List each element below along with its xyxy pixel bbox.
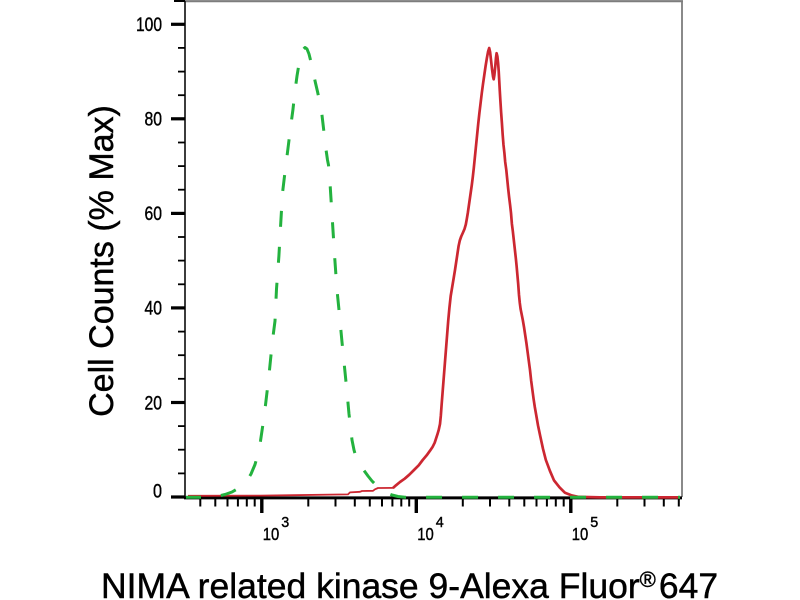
svg-text:80: 80: [145, 110, 163, 131]
svg-text:0: 0: [153, 481, 162, 502]
svg-text:3: 3: [281, 514, 289, 531]
svg-text:4: 4: [436, 514, 444, 531]
svg-text:NIMA related kinase 9-Alexa Fl: NIMA related kinase 9-Alexa Fluor®647: [101, 566, 718, 600]
svg-text:60: 60: [145, 204, 163, 225]
svg-text:40: 40: [145, 299, 163, 320]
svg-text:5: 5: [590, 514, 598, 531]
svg-text:100: 100: [136, 15, 162, 36]
svg-text:Cell Counts (% Max): Cell Counts (% Max): [83, 105, 121, 417]
svg-text:10: 10: [263, 524, 280, 544]
svg-text:10: 10: [417, 524, 434, 544]
svg-text:20: 20: [145, 393, 163, 414]
svg-text:10: 10: [572, 524, 589, 544]
